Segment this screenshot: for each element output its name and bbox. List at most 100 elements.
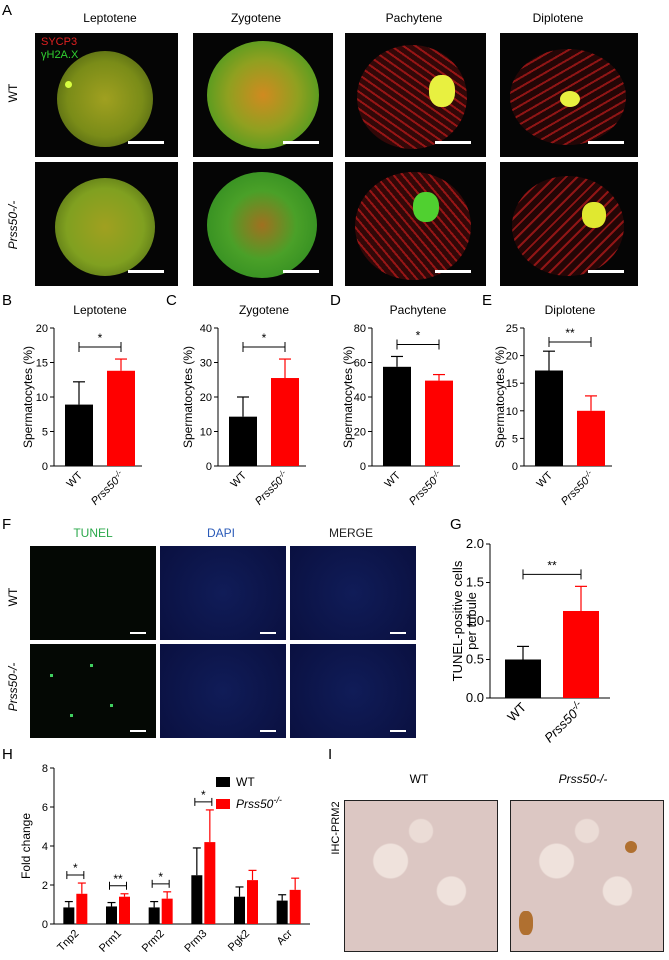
- bar: [191, 875, 203, 924]
- bar: [63, 907, 75, 924]
- scale-bar: [588, 141, 624, 144]
- x-tick-label: Tnp2: [55, 928, 81, 954]
- y-tick-label: 2: [42, 880, 48, 892]
- scale-bar: [128, 270, 164, 273]
- column-title-tunel: TUNEL: [73, 526, 113, 540]
- bar: [119, 896, 130, 924]
- panel-letter-c: C: [166, 292, 177, 309]
- column-title-dapi: DAPI: [206, 526, 235, 540]
- bar: [148, 907, 160, 924]
- x-tick-label: Prss50-/-: [540, 698, 587, 745]
- x-tick-label: WT: [504, 699, 529, 724]
- x-tick-label: Prss50-/-: [405, 468, 445, 508]
- row-label-wt: WT: [6, 587, 20, 607]
- bar: [276, 900, 288, 924]
- y-tick-label: 2.0: [466, 536, 484, 551]
- y-tick-label: 20: [506, 351, 518, 363]
- x-tick-label: WT: [65, 469, 86, 490]
- legend-swatch: [216, 777, 230, 787]
- x-tick-label: WT: [383, 469, 404, 490]
- chart-title: Pachytene: [390, 303, 447, 317]
- y-tick-label: 5: [512, 433, 518, 445]
- sig-star: *: [416, 328, 421, 342]
- micrograph-ko-pachytene: [345, 162, 486, 286]
- sig-star: *: [262, 331, 267, 345]
- chart-c: Zygotene 0 10 20 30 40 Spermatocytes (%) WT Prss…: [181, 303, 306, 508]
- bar: [76, 893, 88, 924]
- micrograph-wt-merge: [290, 546, 416, 640]
- sig-star: **: [565, 326, 575, 340]
- y-axis-label: Spermatocytes (%): [493, 346, 507, 448]
- stage-title-leptotene: Leptotene: [83, 11, 137, 25]
- legend-label: WT: [236, 775, 255, 789]
- ihc-image-prss50: [510, 800, 664, 952]
- x-tick-label: Acr: [275, 927, 295, 947]
- x-tick-label: Pgk2: [226, 928, 252, 954]
- bar: [271, 378, 299, 466]
- x-tick-label: Prss50-/-: [251, 468, 291, 508]
- micrograph-wt-pachytene: [345, 33, 486, 157]
- panel-letter-a: A: [2, 2, 13, 19]
- stage-title-zygotene: Zygotene: [230, 11, 282, 25]
- y-tick-label: 40: [200, 323, 212, 335]
- y-tick-label: 60: [354, 358, 366, 370]
- x-tick-label: Prm2: [140, 928, 167, 955]
- y-tick-label: 0.0: [466, 690, 484, 705]
- y-tick-label: 0: [42, 461, 48, 473]
- bar: [535, 370, 563, 466]
- y-tick-label: 0: [360, 461, 366, 473]
- legend-label: Prss50-/-: [236, 795, 282, 811]
- bar: [161, 898, 173, 924]
- sig-star: **: [113, 872, 123, 886]
- micrograph-ko-merge: [290, 644, 416, 738]
- scale-bar: [283, 270, 319, 273]
- row-label-wt: WT: [6, 83, 20, 103]
- stain-label-h2ax: γH2A.X: [41, 49, 79, 61]
- panel-letter-f: F: [2, 516, 12, 533]
- bar: [247, 880, 258, 924]
- y-tick-label: 15: [506, 378, 518, 390]
- sig-star: *: [158, 870, 163, 884]
- bar: [425, 380, 453, 466]
- y-axis-label: Spermatocytes (%): [21, 346, 35, 448]
- y-tick-label: 0: [206, 461, 212, 473]
- scale-bar: [588, 270, 624, 273]
- micrograph-wt-zygotene: [193, 33, 333, 157]
- y-tick-label: 20: [200, 392, 212, 404]
- bar: [577, 410, 605, 466]
- bar: [65, 404, 93, 466]
- stage-title-pachytene: Pachytene: [385, 11, 443, 25]
- micrograph-wt-leptotene: SYCP3 γH2A.X: [35, 33, 178, 157]
- bar: [107, 370, 135, 466]
- y-tick-label: 8: [42, 763, 48, 775]
- y-tick-label: 80: [354, 323, 366, 335]
- y-tick-label: 30: [200, 358, 212, 370]
- chart-e: Diplotene 0 5 10 15 20 25 Spermatocytes (%) WT Pr…: [493, 303, 612, 508]
- micrograph-ko-zygotene: [193, 162, 333, 286]
- chart-title: Diplotene: [545, 303, 596, 317]
- bar: [229, 416, 257, 466]
- ihc-image-wt: [344, 800, 498, 952]
- y-tick-label: 1.5: [466, 575, 484, 590]
- row-label-prss50: Prss50-/-: [6, 662, 20, 712]
- scale-bar: [435, 141, 471, 144]
- scale-bar: [435, 270, 471, 273]
- bar: [289, 889, 301, 924]
- bar: [563, 610, 599, 698]
- column-title-prss50: Prss50-/-: [558, 772, 608, 786]
- panel-letter-i: I: [328, 746, 333, 763]
- y-tick-label: 10: [200, 427, 212, 439]
- micrograph-wt-diplotene: [500, 33, 638, 157]
- row-label-prss50: Prss50-/-: [6, 200, 20, 250]
- y-tick-label: 25: [506, 323, 518, 335]
- micrograph-wt-dapi: [160, 546, 286, 640]
- column-title-merge: MERGE: [328, 526, 373, 540]
- chart-h: 0 2 4 6 8 Fold change Tnp2 * Prm1 ** Prm2 * Prm3 * Pgk…: [20, 763, 310, 955]
- legend-swatch: [216, 799, 230, 809]
- column-title-wt: WT: [409, 772, 429, 786]
- y-tick-label: 5: [42, 427, 48, 439]
- y-axis-label: TUNEL-positive cells: [450, 560, 465, 681]
- stage-title-diplotene: Diplotene: [532, 11, 584, 25]
- y-tick-label: 1.0: [466, 613, 484, 628]
